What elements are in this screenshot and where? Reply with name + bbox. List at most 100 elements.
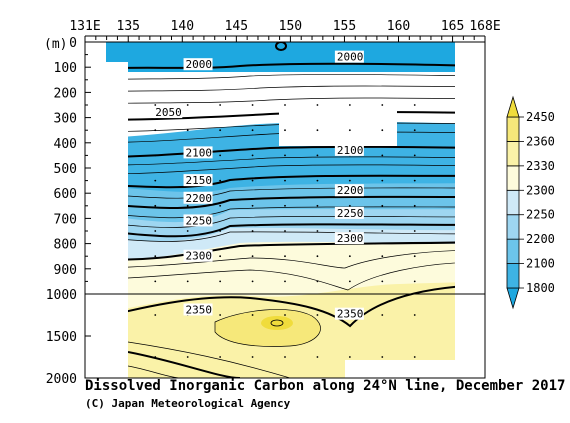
y-unit-label: (m) [44, 37, 67, 52]
station-dot [413, 204, 416, 207]
station-dot [348, 204, 351, 207]
station-dot [316, 255, 319, 258]
station-dot [381, 104, 384, 106]
station-dot [186, 230, 189, 232]
contour-label-bg [183, 174, 213, 187]
y-tick-label: 400 [54, 137, 77, 152]
station-dot [284, 314, 286, 316]
station-dot [284, 204, 286, 207]
station-dot [381, 154, 384, 157]
y-tick-label: 200 [54, 86, 77, 101]
station-dot [219, 280, 222, 283]
station-dot [413, 129, 416, 132]
station-dot [154, 356, 157, 358]
station-dot [316, 356, 319, 358]
station-dot [251, 179, 254, 182]
colorbar-swatch [506, 214, 520, 240]
x-tick-label: 140 [171, 19, 194, 34]
station-dot [186, 204, 189, 207]
station-dot [284, 104, 286, 106]
station-dot [381, 255, 384, 258]
station-dot [154, 314, 157, 316]
contour-thin [106, 74, 455, 81]
station-dot [316, 280, 319, 283]
contour-thin [106, 249, 455, 269]
station-dot [413, 314, 416, 316]
y-tick-label: 300 [54, 112, 77, 127]
station-dot [348, 356, 351, 358]
x-tick-label: 131E [69, 19, 100, 34]
contour-label: 2000 [337, 51, 364, 64]
station-dot [251, 314, 254, 316]
contour-2350 [106, 284, 455, 328]
contour-core [270, 319, 284, 327]
contour-label: 2150 [186, 174, 213, 187]
station-dot [251, 154, 254, 157]
contour-label: 2350 [186, 303, 213, 316]
contour-thin [106, 231, 455, 242]
station-dot [219, 204, 222, 207]
contour-label-bg [334, 307, 364, 320]
station-dot [284, 255, 286, 258]
colorbar-swatch [506, 165, 520, 191]
contour-label: 2300 [337, 232, 364, 245]
station-dot [413, 280, 416, 283]
y-tick-label: 1000 [46, 288, 77, 303]
station-dot [381, 230, 384, 232]
fill-core-max [261, 316, 293, 330]
station-dot [348, 104, 351, 106]
contour-thin [106, 164, 455, 175]
contour-thin [106, 85, 455, 93]
station-dot [348, 129, 351, 132]
y-tick-label: 500 [54, 162, 77, 177]
colorbar: 1800 2100 2200 2250 2300 2330 2360 2450 [506, 95, 555, 310]
station-dot [251, 255, 254, 258]
station-dot [381, 179, 384, 182]
contour-2100 [106, 145, 455, 159]
section-field [106, 42, 455, 378]
y-tick-label: 0 [69, 36, 77, 51]
x-tick-label: 135 [117, 19, 140, 34]
contour-label: 2100 [186, 146, 213, 159]
contour-label-bg [183, 146, 213, 159]
station-dot [348, 230, 351, 232]
contour-label-bg [334, 143, 364, 156]
colorbar-bottom-triangle [506, 287, 520, 310]
station-dot [413, 179, 416, 182]
x-tick-label: 145 [225, 19, 248, 34]
station-dot [316, 204, 319, 207]
contour-label: 2200 [186, 192, 213, 205]
x-tick-label: 165 [441, 19, 464, 34]
x-tick-label: 155 [333, 19, 356, 34]
station-dot [348, 255, 351, 258]
station-dot [284, 179, 286, 182]
contour-label-bg [183, 58, 213, 71]
chart-credit: (C) Japan Meteorological Agency [85, 397, 291, 410]
station-dot [284, 230, 286, 232]
station-dot [284, 129, 286, 132]
contour-thin [106, 122, 455, 132]
station-dot [251, 230, 254, 232]
contour-labels: 2000 2000 2050 2100 2100 2150 2200 2200 2250 2250… [153, 50, 364, 321]
y-tick-label: 900 [54, 263, 77, 278]
contour-label: 2050 [155, 106, 182, 119]
station-dot [186, 104, 189, 106]
station-dot [316, 179, 319, 182]
station-dot [219, 104, 222, 106]
station-dot [186, 280, 189, 283]
contour-label-bg [334, 232, 364, 245]
station-dot [381, 280, 384, 283]
x-tick-label: 168E [469, 19, 500, 34]
contour-thin [106, 261, 455, 291]
station-dot [219, 179, 222, 182]
data-gap-deep [345, 361, 455, 378]
colorbar-label: 2300 [526, 183, 555, 197]
station-dot [284, 356, 286, 358]
contour-label: 2300 [186, 250, 213, 263]
contour-thin [127, 341, 291, 378]
contour-2150 [106, 174, 455, 189]
station-dot [348, 280, 351, 283]
y-tick-label: 700 [54, 212, 77, 227]
station-dot [154, 230, 157, 232]
data-gap-box [279, 106, 397, 146]
